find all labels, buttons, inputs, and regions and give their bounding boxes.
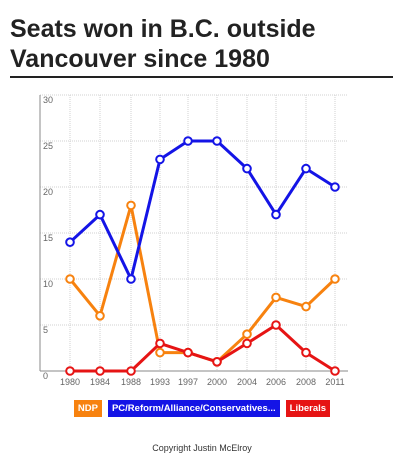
x-tick-label: 2008 xyxy=(296,377,316,387)
x-tick-label: 2004 xyxy=(237,377,257,387)
data-point xyxy=(301,301,311,312)
y-tick-label: 0 xyxy=(43,371,48,381)
y-tick-label: 25 xyxy=(43,141,53,151)
x-tick-label: 1980 xyxy=(60,377,80,387)
data-point xyxy=(95,209,105,220)
line-chart: 0 5 10 15 20 25 30 1980 1984 1988 1993 1997 2000 2004… xyxy=(39,94,348,387)
data-point xyxy=(330,182,340,192)
copyright-credit: Copyright Justin McElroy xyxy=(152,443,252,453)
data-point xyxy=(155,338,165,349)
axes: 0 5 10 15 20 25 30 1980 1984 1988 1993 1997 2000 2004… xyxy=(39,95,348,387)
grid xyxy=(40,94,348,371)
data-point xyxy=(183,347,193,358)
data-point xyxy=(301,163,311,174)
legend: NDP PC/Reform/Alliance/Conservatives... Li… xyxy=(0,400,404,417)
y-tick-label: 15 xyxy=(43,233,53,243)
x-tick-label: 1984 xyxy=(90,377,110,387)
series-line xyxy=(70,323,336,373)
y-tick-label: 5 xyxy=(43,325,48,335)
data-point xyxy=(242,338,252,349)
data-point xyxy=(95,311,105,321)
data-point xyxy=(155,154,165,165)
data-point xyxy=(271,209,281,220)
data-point xyxy=(301,347,311,358)
series-line xyxy=(68,139,336,281)
data-point xyxy=(212,357,222,367)
data-point xyxy=(330,274,340,284)
chart-title: Seats won in B.C. outside Vancouver sinc… xyxy=(10,15,316,73)
x-tick-label: 2006 xyxy=(266,377,286,387)
data-point xyxy=(242,329,252,340)
y-tick-label: 20 xyxy=(43,187,53,197)
data-point xyxy=(242,163,252,174)
data-point xyxy=(65,366,75,376)
legend-item: Liberals xyxy=(285,400,331,417)
data-point xyxy=(65,237,75,247)
x-tick-label: 1997 xyxy=(178,377,198,387)
series-group xyxy=(65,136,340,376)
series-line xyxy=(68,203,337,364)
data-point xyxy=(126,366,136,376)
y-tick-label: 30 xyxy=(43,95,53,105)
data-point xyxy=(212,136,222,146)
x-tick-label: 1993 xyxy=(150,377,170,387)
data-point xyxy=(155,347,165,358)
title-underline xyxy=(10,76,393,78)
data-point xyxy=(126,274,136,284)
data-point xyxy=(65,274,75,284)
data-point xyxy=(330,366,340,376)
x-tick-label: 1988 xyxy=(121,377,141,387)
data-point xyxy=(126,200,136,211)
data-point xyxy=(271,320,281,330)
x-tick-label: 2011 xyxy=(325,377,344,387)
data-point xyxy=(183,136,193,146)
data-point xyxy=(271,292,281,303)
legend-item: NDP xyxy=(73,400,102,417)
x-tick-label: 2000 xyxy=(207,377,227,387)
y-tick-label: 10 xyxy=(43,279,53,289)
data-point xyxy=(95,366,105,376)
legend-item: PC/Reform/Alliance/Conservatives... xyxy=(107,400,280,417)
